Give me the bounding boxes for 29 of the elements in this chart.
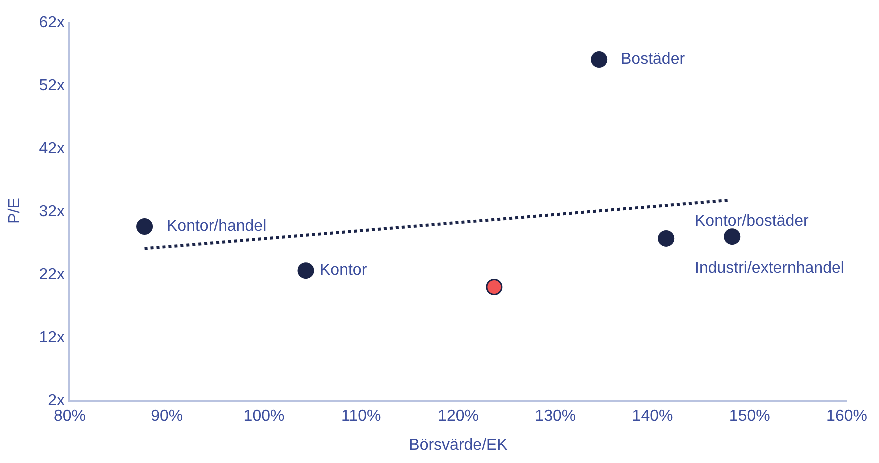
x-tick-label: 150% [729,408,770,425]
point [136,218,154,235]
annotation: Kontor/bostäder [695,213,810,230]
y-axis-title: P/E [6,198,24,224]
annotation: Kontor/handel [167,218,267,235]
x-tick-label: 100% [244,408,285,425]
x-tick-label: 110% [342,408,382,425]
x-tick-label: 120% [438,408,479,425]
x-axis-title: Börsvärde/EK [409,437,508,454]
y-tick-label: 62x [39,14,66,32]
x-tick-label: 140% [632,408,674,425]
y-tick-label: 52x [39,78,66,95]
annotation: Industri/externhandel [695,260,844,277]
y-tick-label: 12x [39,330,66,347]
x-tick-label: 80% [54,408,86,425]
point [724,228,741,246]
x-tick-label: 130% [535,408,576,425]
annotation: Bostäder [621,51,686,68]
point [486,278,503,296]
point [591,52,608,68]
y-tick-label: 32x [39,204,66,221]
y-tick-label: 22x [39,266,66,284]
annotation: Kontor [320,262,368,279]
y-tick-label: 2x [48,392,66,410]
x-tick-label: 90% [151,408,184,425]
point [298,262,314,280]
x-tick-label: 160% [826,408,868,425]
point [658,230,675,247]
y-tick-label: 42x [39,140,66,158]
